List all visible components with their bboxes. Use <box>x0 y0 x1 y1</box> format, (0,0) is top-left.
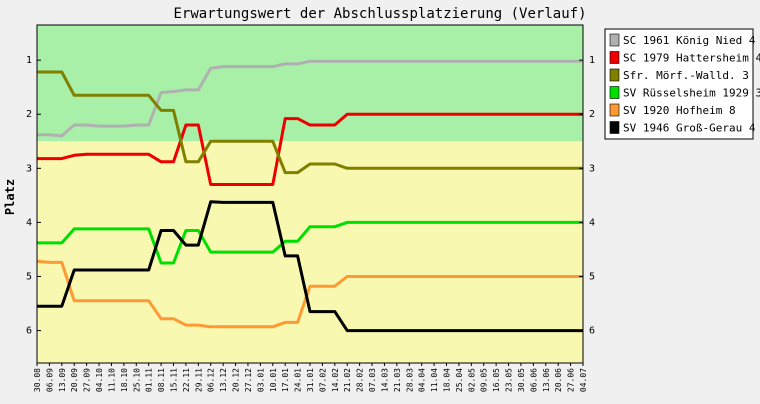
y-tick-label-left: 4 <box>26 217 32 228</box>
x-tick-label: 15.11 <box>170 368 179 392</box>
series-line-4 <box>37 220 583 265</box>
legend-swatch-2 <box>609 51 620 64</box>
series-line-5 <box>36 259 583 329</box>
series-line-2 <box>37 112 583 186</box>
x-tick-label: 28.02 <box>356 368 365 392</box>
x-tick-label: 03.01 <box>256 368 265 392</box>
x-tick-label: 31.01 <box>306 368 315 392</box>
x-tick-label: 28.03 <box>405 368 414 392</box>
x-tick-label: 07.02 <box>318 368 327 392</box>
x-tick-label: 29.11 <box>194 368 203 392</box>
legend-swatch-5 <box>609 103 620 117</box>
x-tick-label: 13.12 <box>219 368 228 392</box>
y-tick-label-right: 4 <box>589 217 595 228</box>
y-tick-label-right: 5 <box>589 271 595 282</box>
x-tick-label: 21.02 <box>343 368 352 392</box>
legend-label-1: SC 1961 König Nied 4 <box>623 34 756 47</box>
x-tick-label: 18.10 <box>120 368 129 392</box>
y-tick-label-right: 2 <box>589 109 595 120</box>
x-tick-label: 06.06 <box>529 368 538 392</box>
x-tick-label: 17.01 <box>281 368 290 392</box>
x-tick-label: 30.08 <box>33 368 42 392</box>
x-tick-label: 11.10 <box>107 368 116 392</box>
x-tick-label: 08.11 <box>157 368 166 392</box>
x-tick-label: 22.11 <box>182 368 191 392</box>
x-tick-label: 13.06 <box>542 368 551 392</box>
x-tick-label: 14.03 <box>380 368 389 392</box>
series-line-6 <box>37 200 583 333</box>
x-tick-label: 27.09 <box>83 368 92 392</box>
series-line-1 <box>37 59 583 138</box>
x-tick-label: 14.02 <box>331 368 340 392</box>
zone-band-2 <box>37 141 583 363</box>
x-tick-label: 04.04 <box>418 368 427 392</box>
x-ticks: 30.08 06.09 13.09 20.09 27.09 04.10 11.10 18.10… <box>33 363 588 392</box>
x-tick-label: 23.05 <box>505 368 514 392</box>
x-tick-label: 06.12 <box>207 368 216 392</box>
x-tick-label: 01.11 <box>145 368 154 392</box>
y-ticks-right: 1 2 3 4 5 6 <box>579 55 595 337</box>
x-tick-label: 21.03 <box>393 368 402 392</box>
y-axis-label: Platz <box>3 179 17 215</box>
series-line-3 <box>37 70 583 175</box>
x-tick-label: 30.05 <box>517 368 526 392</box>
zone-band-1 <box>37 25 583 142</box>
y-tick-label-left: 1 <box>26 55 32 66</box>
x-tick-label: 04.10 <box>95 368 104 392</box>
x-tick-label: 04.07 <box>579 368 588 392</box>
legend-label-5: SV 1920 Hofheim 8 <box>623 104 736 117</box>
legend-swatch-6 <box>609 121 620 134</box>
series-lines <box>36 59 583 333</box>
legend-swatch-4 <box>609 86 620 99</box>
y-tick-label-left: 3 <box>26 163 32 174</box>
legend-swatch-3 <box>609 68 620 82</box>
x-tick-label: 13.09 <box>58 368 67 392</box>
chart-title: Erwartungswert der Abschlussplatzierung … <box>173 6 586 22</box>
y-tick-label-right: 6 <box>589 326 595 337</box>
legend-label-3: Sfr. Mörf.-Walld. 3 <box>623 69 749 82</box>
legend-swatch-1 <box>609 33 620 47</box>
y-tick-label-right: 3 <box>589 163 595 174</box>
legend-label-4: SV Rüsselsheim 1929 3 <box>623 87 760 100</box>
x-tick-label: 27.06 <box>567 368 576 392</box>
legend: SC 1961 König Nied 4 SC 1979 Hattersheim … <box>604 28 760 140</box>
x-tick-label: 27.12 <box>244 368 253 392</box>
x-tick-label: 20.09 <box>70 368 79 392</box>
y-tick-label-left: 2 <box>26 109 32 120</box>
x-tick-label: 25.04 <box>455 368 464 392</box>
y-ticks-left: 1 2 3 4 5 6 <box>26 55 41 337</box>
x-tick-label: 18.04 <box>443 368 452 392</box>
legend-box <box>604 28 754 140</box>
x-tick-label: 24.01 <box>294 368 303 392</box>
x-tick-label: 16.05 <box>492 368 501 392</box>
y-tick-label-right: 1 <box>589 55 595 66</box>
legend-label-6: SV 1946 Groß-Gerau 4 <box>623 122 756 135</box>
x-tick-label: 20.12 <box>232 368 241 392</box>
zone-bands <box>37 25 583 363</box>
x-tick-label: 25.10 <box>132 368 141 392</box>
x-tick-label: 10.01 <box>269 368 278 392</box>
x-tick-label: 07.03 <box>368 368 377 392</box>
x-tick-label: 20.06 <box>554 368 563 392</box>
x-tick-label: 11.04 <box>430 368 439 392</box>
y-tick-label-left: 5 <box>26 271 32 282</box>
legend-label-2: SC 1979 Hattersheim 4 <box>623 52 760 65</box>
x-tick-label: 02.05 <box>467 368 476 392</box>
x-tick-label: 06.09 <box>45 368 54 392</box>
y-tick-label-left: 6 <box>26 326 32 337</box>
x-tick-label: 09.05 <box>480 368 489 392</box>
